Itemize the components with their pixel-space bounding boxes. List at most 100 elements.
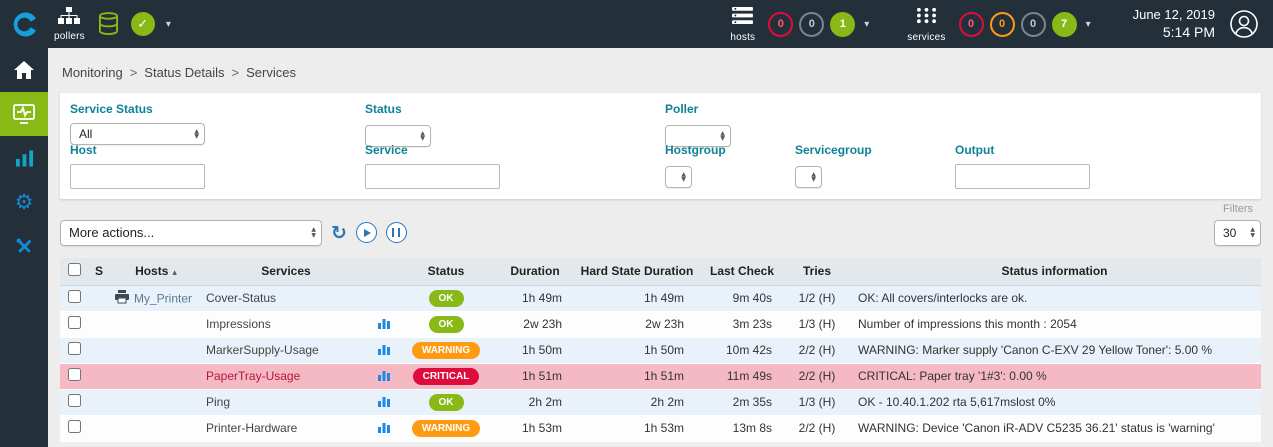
user-menu[interactable] bbox=[1229, 9, 1259, 39]
graph-icon[interactable] bbox=[378, 317, 390, 332]
host-cell bbox=[110, 389, 202, 415]
more-actions-select[interactable]: More actions... ▲▼ bbox=[60, 220, 322, 246]
duration-cell: 2h 2m bbox=[494, 389, 576, 415]
status-badge: WARNING bbox=[412, 420, 480, 437]
col-header-hosts-label: Hosts bbox=[135, 264, 168, 278]
row-checkbox[interactable] bbox=[68, 368, 81, 381]
gear-icon: ⚙ bbox=[15, 192, 34, 213]
graph-icon[interactable] bbox=[378, 369, 390, 384]
pollers-label: pollers bbox=[54, 31, 85, 42]
col-header-hard-state-duration[interactable]: Hard State Duration bbox=[576, 258, 698, 285]
row-checkbox[interactable] bbox=[68, 342, 81, 355]
col-header-hosts[interactable]: Hosts▴ bbox=[110, 258, 202, 285]
host-input[interactable] bbox=[70, 164, 205, 189]
play-button[interactable] bbox=[356, 222, 377, 243]
poller-status-icon[interactable]: ✓ bbox=[131, 12, 155, 36]
page-size-select[interactable]: 30 ▲▼ bbox=[1214, 220, 1261, 246]
row-checkbox[interactable] bbox=[68, 420, 81, 433]
sidebar-item-configuration[interactable]: ⚙ bbox=[0, 180, 48, 224]
info-cell: WARNING: Marker supply 'Canon C-EXV 29 Y… bbox=[848, 337, 1261, 363]
actions-toolbar: More actions... ▲▼ ↻ 30 ▲▼ bbox=[60, 219, 1261, 246]
hostgroup-select[interactable]: ▲▼ bbox=[665, 166, 692, 188]
status-cell: WARNING bbox=[398, 337, 494, 363]
output-label: Output bbox=[955, 143, 1090, 157]
col-header-tries[interactable]: Tries bbox=[786, 258, 848, 285]
sidebar-item-home[interactable] bbox=[0, 48, 48, 92]
output-input[interactable] bbox=[955, 164, 1090, 189]
hosts-counter-ok[interactable]: 1 bbox=[830, 12, 855, 37]
filters-toggle[interactable]: Filters bbox=[1223, 203, 1253, 215]
service-link[interactable]: MarkerSupply-Usage bbox=[206, 343, 319, 357]
service-link[interactable]: PaperTray-Usage bbox=[206, 369, 300, 383]
col-header-severity[interactable]: S bbox=[88, 258, 110, 285]
hard-state-duration-cell: 1h 51m bbox=[576, 363, 698, 389]
sidebar-item-administration[interactable] bbox=[0, 224, 48, 268]
status-badge: WARNING bbox=[412, 342, 480, 359]
service-link[interactable]: Cover-Status bbox=[206, 291, 276, 305]
host-link[interactable]: My_Printer bbox=[134, 291, 192, 305]
breadcrumb-separator: > bbox=[232, 65, 240, 80]
table-row: MarkerSupply-UsageWARNING1h 50m1h 50m10m… bbox=[60, 337, 1261, 363]
services-counter-unknown[interactable]: 0 bbox=[1021, 12, 1046, 37]
duration-cell: 1h 50m bbox=[494, 337, 576, 363]
last-check-cell: 3m 23s bbox=[698, 311, 786, 337]
hosts-counter-unknown[interactable]: 0 bbox=[799, 12, 824, 37]
services-label: services bbox=[907, 32, 945, 43]
severity-cell bbox=[88, 389, 110, 415]
service-link[interactable]: Ping bbox=[206, 395, 230, 409]
severity-cell bbox=[88, 363, 110, 389]
services-table-body: My_PrinterCover-StatusOK1h 49m1h 49m9m 4… bbox=[60, 285, 1261, 441]
tries-cell: 2/2 (H) bbox=[786, 363, 848, 389]
col-header-status[interactable]: Status bbox=[398, 258, 494, 285]
row-checkbox[interactable] bbox=[68, 290, 81, 303]
services-counter-critical[interactable]: 0 bbox=[959, 12, 984, 37]
hosts-counter-critical[interactable]: 0 bbox=[768, 12, 793, 37]
graph-icon[interactable] bbox=[378, 395, 390, 410]
topbar: pollers ✓ ▾ hosts 001 ▾ bbox=[0, 0, 1273, 48]
sidebar-item-monitoring[interactable] bbox=[0, 92, 48, 136]
chevron-down-icon[interactable]: ▾ bbox=[166, 19, 171, 30]
status-cell: OK bbox=[398, 311, 494, 337]
poller-label: Poller bbox=[665, 102, 731, 116]
breadcrumb-item[interactable]: Status Details bbox=[144, 65, 224, 80]
select-arrows-icon: ▲▼ bbox=[679, 172, 688, 182]
services-counter-warning[interactable]: 0 bbox=[990, 12, 1015, 37]
pollers-icon bbox=[58, 7, 80, 29]
service-link[interactable]: Printer-Hardware bbox=[206, 421, 297, 435]
col-header-status-information[interactable]: Status information bbox=[848, 258, 1261, 285]
service-status-select[interactable]: All ▲▼ bbox=[70, 123, 205, 145]
info-cell: CRITICAL: Paper tray '1#3': 0.00 % bbox=[848, 363, 1261, 389]
hosts-menu[interactable]: hosts bbox=[730, 6, 755, 43]
row-checkbox[interactable] bbox=[68, 316, 81, 329]
pollers-menu[interactable]: pollers bbox=[54, 7, 85, 42]
severity-cell bbox=[88, 311, 110, 337]
breadcrumb-item[interactable]: Services bbox=[246, 65, 296, 80]
chevron-down-icon[interactable]: ▾ bbox=[1086, 19, 1091, 30]
refresh-button[interactable]: ↻ bbox=[331, 222, 347, 244]
tries-cell: 2/2 (H) bbox=[786, 415, 848, 441]
chevron-down-icon[interactable]: ▾ bbox=[864, 19, 869, 30]
database-icon[interactable] bbox=[98, 12, 119, 36]
services-counter-ok[interactable]: 7 bbox=[1052, 12, 1077, 37]
graph-icon[interactable] bbox=[378, 421, 390, 436]
table-row: ImpressionsOK2w 23h2w 23h3m 23s1/3 (H)Nu… bbox=[60, 311, 1261, 337]
tries-cell: 1/2 (H) bbox=[786, 285, 848, 311]
graph-icon[interactable] bbox=[378, 343, 390, 358]
services-group: services 0007 ▾ bbox=[901, 6, 1096, 43]
centreon-logo[interactable] bbox=[0, 0, 48, 48]
service-link[interactable]: Impressions bbox=[206, 317, 271, 331]
col-header-services[interactable]: Services bbox=[202, 258, 370, 285]
service-input[interactable] bbox=[365, 164, 500, 189]
info-cell: Number of impressions this month : 2054 bbox=[848, 311, 1261, 337]
services-icon bbox=[915, 6, 938, 30]
row-checkbox[interactable] bbox=[68, 394, 81, 407]
servicegroup-select[interactable]: ▲▼ bbox=[795, 166, 822, 188]
col-header-duration[interactable]: Duration bbox=[494, 258, 576, 285]
sidebar: ⚙ bbox=[0, 48, 48, 447]
services-menu[interactable]: services bbox=[907, 6, 945, 43]
sidebar-item-reporting[interactable] bbox=[0, 136, 48, 180]
select-all-checkbox[interactable] bbox=[68, 263, 81, 276]
col-header-last-check[interactable]: Last Check bbox=[698, 258, 786, 285]
breadcrumb-item[interactable]: Monitoring bbox=[62, 65, 123, 80]
pause-button[interactable] bbox=[386, 222, 407, 243]
